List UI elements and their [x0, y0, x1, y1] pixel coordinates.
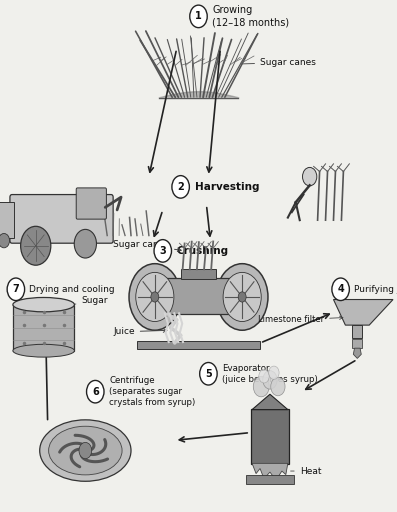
Text: 1: 1 [195, 11, 202, 22]
Circle shape [332, 278, 349, 301]
Circle shape [21, 226, 51, 265]
FancyBboxPatch shape [246, 475, 294, 484]
Text: 4: 4 [337, 284, 344, 294]
Text: 2: 2 [177, 182, 184, 192]
Text: 5: 5 [205, 369, 212, 379]
Polygon shape [353, 348, 361, 358]
Text: Centrifuge
(separates sugar
crystals from syrup): Centrifuge (separates sugar crystals fro… [109, 376, 195, 407]
FancyBboxPatch shape [164, 278, 233, 314]
Ellipse shape [13, 297, 75, 312]
Text: Sugar canes: Sugar canes [113, 240, 181, 251]
Polygon shape [352, 325, 362, 338]
Circle shape [259, 370, 269, 383]
Ellipse shape [48, 426, 122, 475]
Text: Crushing: Crushing [177, 246, 229, 256]
Text: 3: 3 [159, 246, 166, 256]
Polygon shape [252, 394, 288, 410]
Circle shape [269, 366, 279, 379]
FancyBboxPatch shape [0, 202, 14, 238]
Circle shape [223, 272, 261, 322]
Circle shape [200, 362, 217, 385]
Circle shape [303, 167, 317, 186]
Circle shape [0, 233, 10, 248]
Text: 6: 6 [92, 387, 99, 397]
Circle shape [74, 229, 96, 258]
Polygon shape [352, 339, 362, 348]
Circle shape [151, 292, 159, 302]
Ellipse shape [13, 344, 75, 357]
Ellipse shape [40, 420, 131, 481]
Circle shape [253, 376, 269, 397]
Circle shape [271, 377, 285, 396]
Text: Evaporator
(juice becomes syrup): Evaporator (juice becomes syrup) [222, 364, 318, 384]
Circle shape [238, 292, 246, 302]
Text: Heat: Heat [291, 466, 321, 476]
Text: Sugar: Sugar [75, 296, 108, 305]
FancyBboxPatch shape [76, 188, 106, 219]
FancyBboxPatch shape [13, 305, 75, 351]
FancyBboxPatch shape [251, 409, 289, 464]
Circle shape [79, 442, 92, 459]
Polygon shape [333, 300, 393, 325]
Circle shape [190, 5, 207, 28]
Circle shape [263, 371, 277, 389]
Text: Sugar canes: Sugar canes [241, 58, 316, 67]
Circle shape [136, 272, 174, 322]
Text: Growing
(12–18 months): Growing (12–18 months) [212, 5, 289, 28]
Circle shape [7, 278, 25, 301]
FancyBboxPatch shape [137, 341, 260, 349]
Text: 7: 7 [12, 284, 19, 294]
Text: Purifying juice: Purifying juice [354, 285, 397, 294]
Text: Limestone filter: Limestone filter [258, 315, 343, 325]
Circle shape [154, 240, 172, 262]
Polygon shape [252, 463, 288, 480]
FancyBboxPatch shape [10, 195, 113, 243]
Circle shape [129, 264, 181, 330]
Circle shape [216, 264, 268, 330]
Circle shape [87, 380, 104, 403]
FancyBboxPatch shape [181, 269, 216, 279]
Text: Harvesting: Harvesting [195, 182, 259, 192]
Circle shape [172, 176, 189, 198]
Text: Juice: Juice [113, 327, 167, 336]
Text: Drying and cooling: Drying and cooling [29, 285, 114, 294]
